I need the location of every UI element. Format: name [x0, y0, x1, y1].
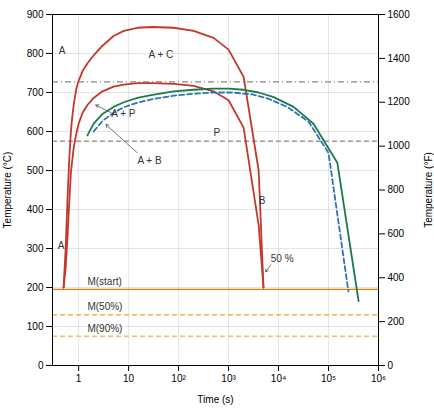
svg-text:1600: 1600 [388, 9, 411, 20]
svg-text:Temperature (°C): Temperature (°C) [2, 152, 13, 229]
svg-text:Time (s): Time (s) [197, 394, 233, 405]
svg-text:1200: 1200 [388, 96, 411, 107]
svg-text:1000: 1000 [388, 140, 411, 151]
svg-text:P: P [214, 127, 221, 138]
svg-text:900: 900 [27, 9, 44, 20]
svg-text:1: 1 [76, 373, 82, 384]
svg-text:Temperature (°F): Temperature (°F) [423, 152, 434, 228]
svg-text:M(start): M(start) [87, 276, 121, 287]
svg-text:700: 700 [27, 87, 44, 98]
svg-text:A + P: A + P [111, 108, 136, 119]
svg-text:300: 300 [27, 243, 44, 254]
svg-text:500: 500 [27, 165, 44, 176]
svg-text:50 %: 50 % [271, 253, 294, 264]
svg-text:A + C: A + C [148, 49, 173, 60]
svg-text:10: 10 [123, 373, 135, 384]
svg-text:200: 200 [27, 282, 44, 293]
svg-text:800: 800 [388, 184, 405, 195]
svg-text:200: 200 [388, 316, 405, 327]
svg-text:A: A [59, 45, 66, 56]
svg-text:400: 400 [27, 204, 44, 215]
svg-text:600: 600 [388, 228, 405, 239]
svg-text:600: 600 [27, 126, 44, 137]
svg-text:10⁶: 10⁶ [371, 373, 386, 384]
svg-text:A + B: A + B [137, 155, 162, 166]
svg-text:400: 400 [388, 272, 405, 283]
svg-text:B: B [259, 195, 266, 206]
svg-text:1400: 1400 [388, 53, 411, 64]
svg-text:0: 0 [388, 360, 394, 371]
svg-text:100: 100 [27, 321, 44, 332]
svg-text:M(50%): M(50%) [87, 301, 122, 312]
svg-text:10⁴: 10⁴ [271, 373, 286, 384]
svg-text:A: A [58, 240, 65, 251]
svg-text:10²: 10² [171, 373, 186, 384]
svg-text:800: 800 [27, 48, 44, 59]
svg-text:0: 0 [38, 360, 44, 371]
svg-text:10⁵: 10⁵ [321, 373, 336, 384]
svg-text:10³: 10³ [221, 373, 236, 384]
svg-text:M(90%): M(90%) [87, 323, 122, 334]
